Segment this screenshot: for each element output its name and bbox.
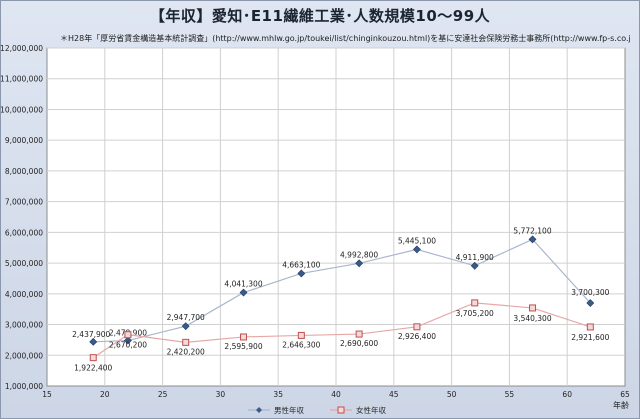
data-point-male (297, 269, 306, 278)
data-point-male (586, 299, 595, 307)
data-label-male: 5,772,100 (513, 226, 551, 235)
data-label-male: 4,992,800 (340, 250, 378, 259)
x-tick-label: 20 (100, 390, 110, 399)
data-point-female (297, 331, 305, 339)
series-line-female (92, 302, 591, 359)
data-label-female: 1,922,400 (74, 364, 112, 373)
data-label-male: 4,911,900 (456, 253, 494, 262)
data-point-female (124, 331, 132, 339)
y-tick-label: 10,000,000 (0, 105, 43, 114)
x-tick-label: 25 (158, 390, 168, 399)
legend: 男性年収 女性年収 (248, 405, 386, 415)
data-label-male: 5,445,100 (398, 236, 436, 245)
data-point-male (355, 259, 364, 268)
legend-label-female: 女性年収 (356, 405, 386, 415)
x-tick-label: 35 (273, 390, 283, 399)
x-tick-label: 30 (216, 390, 226, 399)
data-point-female (471, 299, 479, 307)
data-label-female: 2,926,400 (398, 332, 436, 341)
data-label-female: 3,540,300 (513, 314, 551, 323)
data-point-female (586, 323, 594, 331)
chart-subtitle: ＊H28年「厚労省賃金構造基本統計調査」(http://www.mhlw.go.… (60, 34, 630, 43)
data-label-female: 2,670,200 (109, 341, 147, 350)
y-tick-label: 2,000,000 (5, 351, 43, 360)
chart-title: 【年収】愛知･E11繊維工業･人数規模10～99人 (149, 7, 491, 25)
y-tick-label: 11,000,000 (0, 75, 43, 84)
y-tick-label: 1,000,000 (5, 382, 43, 391)
data-point-female (355, 330, 363, 338)
data-label-male: 4,663,100 (282, 260, 320, 269)
data-point-male (528, 235, 537, 244)
x-tick-label: 60 (562, 390, 572, 399)
y-tick-label: 6,000,000 (5, 228, 43, 237)
data-label-female: 2,595,900 (224, 342, 262, 351)
data-point-male (412, 245, 421, 254)
data-point-male (470, 261, 479, 270)
data-label-female: 2,646,300 (282, 340, 320, 349)
y-tick-label: 9,000,000 (5, 136, 43, 145)
x-tick-label: 45 (389, 390, 399, 399)
data-point-male (123, 336, 132, 345)
data-label-male: 3,700,300 (571, 288, 609, 297)
x-tick-label: 55 (505, 390, 515, 399)
data-point-male (181, 322, 190, 331)
y-tick-label: 8,000,000 (5, 167, 43, 176)
data-point-female (182, 338, 190, 346)
data-point-female (529, 304, 537, 312)
series-line-male (93, 238, 591, 343)
x-tick-label: 15 (42, 390, 52, 399)
legend-label-male: 男性年収 (274, 405, 304, 415)
y-tick-label: 5,000,000 (5, 259, 43, 268)
x-tick-label: 50 (447, 390, 457, 399)
y-tick-label: 12,000,000 (0, 44, 43, 53)
data-label-male: 4,041,300 (224, 280, 262, 289)
data-point-female (413, 323, 421, 331)
y-tick-label: 4,000,000 (5, 290, 43, 299)
data-label-male: 2,947,700 (167, 313, 205, 322)
legend-marker-male (256, 407, 262, 413)
y-tick-label: 3,000,000 (5, 321, 43, 330)
x-tick-label: 40 (331, 390, 341, 399)
data-point-female (89, 354, 97, 362)
data-point-male (239, 288, 248, 297)
data-label-female: 2,921,600 (571, 333, 609, 342)
data-label-female: 2,420,200 (167, 347, 205, 356)
x-axis-label: 年齢 (613, 400, 629, 410)
data-label-male: 2,437,900 (72, 330, 110, 339)
x-tick-label: 65 (620, 390, 630, 399)
y-tick-label: 7,000,000 (5, 198, 43, 207)
data-point-male (89, 337, 98, 346)
data-point-female (240, 333, 248, 341)
data-label-female: 2,690,600 (340, 339, 378, 348)
legend-marker-female (337, 406, 345, 414)
data-label-female: 3,705,200 (456, 309, 494, 318)
